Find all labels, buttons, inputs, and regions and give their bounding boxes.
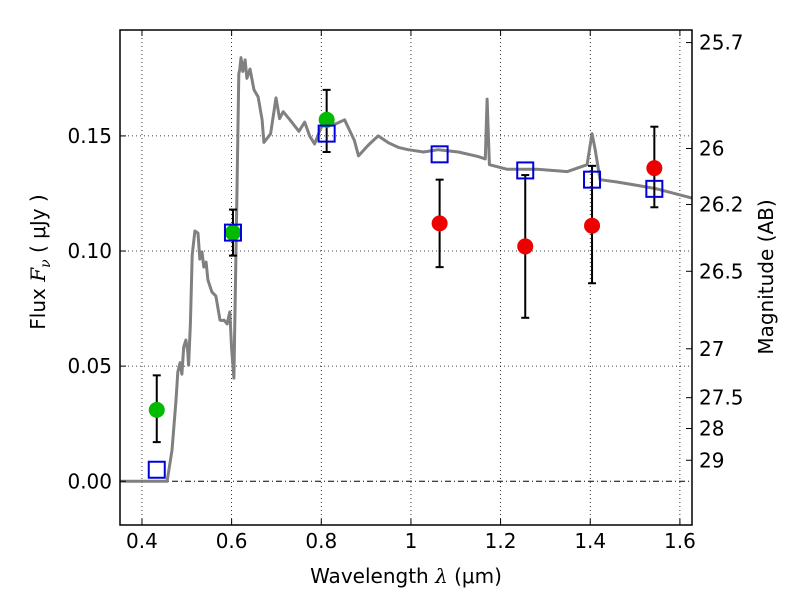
x-tick-label: 1.2 [485, 529, 517, 553]
error-bars [152, 88, 659, 444]
y2-axis-label: Magnitude (AB) [754, 199, 778, 354]
model-photometry-square [645, 179, 664, 198]
y2-tick-label: 26.2 [699, 192, 744, 216]
model-photometry-square [223, 223, 242, 242]
observed-flux-point [517, 238, 534, 255]
observed-flux-point [224, 224, 241, 241]
y2-tick-label: 29 [699, 448, 724, 472]
observed-flux-point [318, 111, 335, 128]
model-photometry-square [430, 145, 449, 164]
x-tick-label: 0.8 [305, 529, 337, 553]
x-tick-label: 0.4 [126, 529, 158, 553]
x-axis-label: Wavelength λ (μm) [310, 564, 502, 588]
model-photometry-square [317, 124, 336, 143]
y-tick-label: 0.10 [67, 239, 112, 263]
y-tick-label: 0.05 [67, 354, 112, 378]
y2-tick-label: 26 [699, 136, 724, 160]
model-photometry-square [516, 161, 535, 180]
plot-frame [119, 29, 693, 526]
x-tick-label: 1 [405, 529, 418, 553]
model-photometry-square [583, 170, 602, 189]
observed-flux-point [646, 160, 663, 177]
observed-flux-point [584, 217, 601, 234]
observed-flux-point [431, 215, 448, 232]
data-markers [147, 111, 664, 479]
y-tick-label: 0.00 [67, 469, 112, 493]
model-spectrum-line [120, 56, 693, 483]
y2-tick-label: 25.7 [699, 31, 744, 55]
y2-tick-label: 26.5 [699, 259, 744, 283]
y-tick-label: 0.15 [67, 124, 112, 148]
y2-tick-label: 28 [699, 417, 724, 441]
y-axis-label: Flux Fν ( μJy ) [26, 194, 54, 329]
x-axis-ticks: 0.4 0.6 0.8 1 1.2 1.4 1.6 [126, 30, 696, 553]
x-tick-label: 0.6 [216, 529, 248, 553]
grid-lines [120, 30, 692, 525]
y2-tick-label: 27 [699, 337, 724, 361]
observed-flux-point [148, 401, 165, 418]
y2-tick-label: 27.5 [699, 386, 744, 410]
x-tick-label: 1.4 [574, 529, 606, 553]
y-axis-ticks: 0.00 0.05 0.10 0.15 [67, 124, 126, 493]
y2-axis-ticks: 25.7 26 26.2 26.5 27 27.5 28 29 [686, 31, 744, 472]
x-tick-label: 1.6 [664, 529, 696, 553]
model-photometry-square [147, 460, 166, 479]
